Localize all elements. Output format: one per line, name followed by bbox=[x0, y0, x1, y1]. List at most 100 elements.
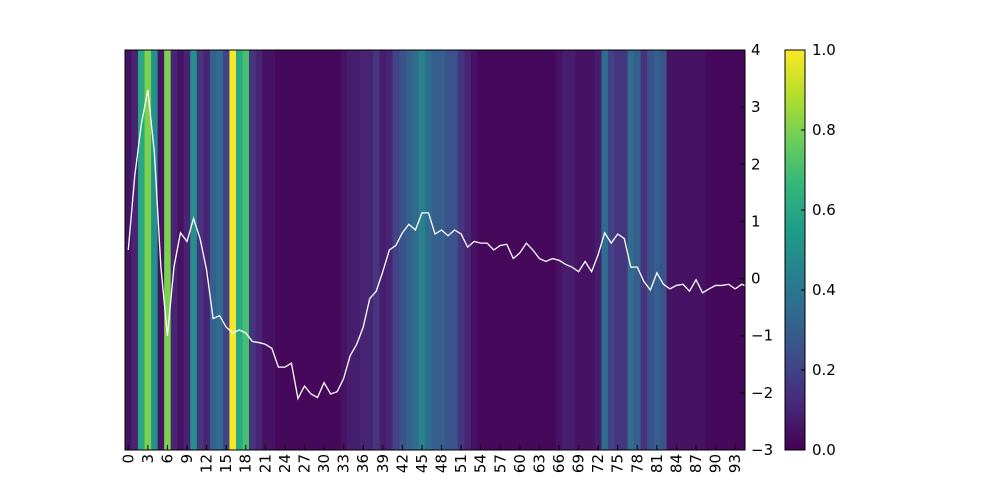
heat-cell bbox=[581, 50, 589, 450]
heat-cell bbox=[601, 50, 609, 450]
heat-cell bbox=[542, 50, 550, 450]
heat-cell bbox=[425, 50, 433, 450]
heat-cell bbox=[666, 50, 674, 450]
heat-cell bbox=[209, 50, 217, 450]
x-tick-label: 42 bbox=[393, 454, 411, 473]
right-y-axis: −3 −2 −1 0 1 2 3 4 bbox=[740, 41, 773, 459]
x-tick-label: 15 bbox=[217, 454, 235, 473]
heat-cell bbox=[340, 50, 348, 450]
x-tick-label: 51 bbox=[452, 454, 470, 473]
heat-cell bbox=[177, 50, 185, 450]
x-tick-label: 72 bbox=[589, 454, 607, 473]
heat-cell bbox=[718, 50, 726, 450]
heat-cell bbox=[516, 50, 524, 450]
heat-cell bbox=[503, 50, 511, 450]
x-tick-label: 87 bbox=[687, 454, 705, 473]
heat-cell bbox=[679, 50, 687, 450]
heat-cell bbox=[196, 50, 204, 450]
plot-frame bbox=[124, 49, 746, 451]
heat-cell bbox=[470, 50, 478, 450]
heat-cell bbox=[262, 50, 269, 450]
y-tick-label: 0 bbox=[751, 270, 761, 288]
x-tick-label: 3 bbox=[139, 454, 157, 464]
heat-cell bbox=[412, 50, 420, 450]
y-tick-label: 2 bbox=[751, 155, 761, 173]
heat-cell bbox=[510, 50, 517, 450]
heat-cell bbox=[699, 50, 707, 450]
x-tick-label: 84 bbox=[667, 454, 685, 473]
heat-cell bbox=[568, 50, 576, 450]
heat-cell bbox=[359, 50, 367, 450]
x-tick-label: 27 bbox=[295, 454, 313, 473]
series-line bbox=[127, 89, 756, 401]
colorbar-tick-label: 0.2 bbox=[812, 361, 836, 379]
heat-cell bbox=[235, 50, 243, 450]
heat-cell bbox=[190, 50, 198, 450]
x-tick-label: 39 bbox=[374, 454, 392, 473]
heat-cell bbox=[288, 50, 296, 450]
heat-cell bbox=[477, 50, 485, 450]
heat-cell bbox=[229, 50, 237, 450]
x-tick-label: 69 bbox=[570, 454, 588, 473]
heat-cell bbox=[399, 50, 407, 450]
heat-cell bbox=[607, 50, 615, 450]
x-tick-label: 0 bbox=[119, 454, 137, 464]
heat-cell bbox=[157, 50, 165, 450]
colorbar-tick-label: 0.8 bbox=[812, 121, 836, 139]
y-tick-label: −1 bbox=[751, 327, 773, 345]
heat-cell bbox=[164, 50, 172, 450]
heat-cell bbox=[392, 50, 400, 450]
heat-cell bbox=[523, 50, 531, 450]
y-tick-label: 4 bbox=[751, 41, 761, 59]
heat-cell bbox=[640, 50, 648, 450]
heat-cell bbox=[562, 50, 570, 450]
heat-cell bbox=[555, 50, 563, 450]
heat-cell bbox=[653, 50, 661, 450]
x-tick-label: 54 bbox=[472, 454, 490, 473]
heat-cell bbox=[294, 50, 302, 450]
heat-cell bbox=[170, 50, 178, 450]
x-axis: 0 3 6 9 12 15 18 21 24 27 30 33 36 39 42 45 48 51 54 57 60 63… bbox=[119, 445, 744, 473]
colorbar bbox=[784, 49, 806, 451]
heat-cell bbox=[281, 50, 289, 450]
heat-cell bbox=[627, 50, 635, 450]
x-tick-label: 45 bbox=[413, 454, 431, 473]
x-tick-label: 60 bbox=[511, 454, 529, 473]
heat-cell bbox=[301, 50, 309, 450]
y-tick-label: −3 bbox=[751, 441, 773, 459]
heat-cell bbox=[647, 50, 655, 450]
heat-cell bbox=[621, 50, 628, 450]
heat-cell bbox=[275, 50, 283, 450]
x-tick-label: 81 bbox=[648, 454, 666, 473]
heat-cell bbox=[594, 50, 602, 450]
heat-cell bbox=[634, 50, 641, 450]
x-tick-label: 90 bbox=[707, 454, 725, 473]
heat-cell bbox=[686, 50, 694, 450]
heat-cell bbox=[151, 50, 159, 450]
x-tick-label: 12 bbox=[198, 454, 216, 473]
heat-cell bbox=[405, 50, 413, 450]
heat-cell bbox=[307, 50, 315, 450]
x-tick-label: 66 bbox=[550, 454, 568, 473]
x-tick-label: 21 bbox=[256, 454, 274, 473]
heat-cell bbox=[418, 50, 426, 450]
heat-cell bbox=[549, 50, 557, 450]
heat-cell bbox=[268, 50, 276, 450]
heat-cell bbox=[379, 50, 387, 450]
heat-cell bbox=[249, 50, 256, 450]
heat-cell bbox=[327, 50, 335, 450]
heat-cell bbox=[144, 50, 152, 450]
heat-cell bbox=[203, 50, 211, 450]
colorbar-tick-label: 0.6 bbox=[812, 201, 836, 219]
heat-cell bbox=[431, 50, 439, 450]
colorbar-axis: 0.0 0.2 0.4 0.6 0.8 1.0 bbox=[801, 41, 836, 459]
x-tick-label: 93 bbox=[726, 454, 744, 473]
heat-cell bbox=[183, 50, 191, 450]
heat-cell bbox=[588, 50, 596, 450]
x-tick-label: 36 bbox=[354, 454, 372, 473]
heat-cell bbox=[457, 50, 465, 450]
x-tick-label: 33 bbox=[335, 454, 353, 473]
x-tick-label: 63 bbox=[530, 454, 548, 473]
heat-cell bbox=[444, 50, 452, 450]
